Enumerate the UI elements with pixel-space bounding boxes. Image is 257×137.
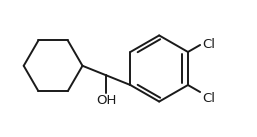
Text: Cl: Cl — [203, 38, 216, 52]
Text: Cl: Cl — [203, 92, 216, 105]
Text: OH: OH — [96, 94, 117, 107]
